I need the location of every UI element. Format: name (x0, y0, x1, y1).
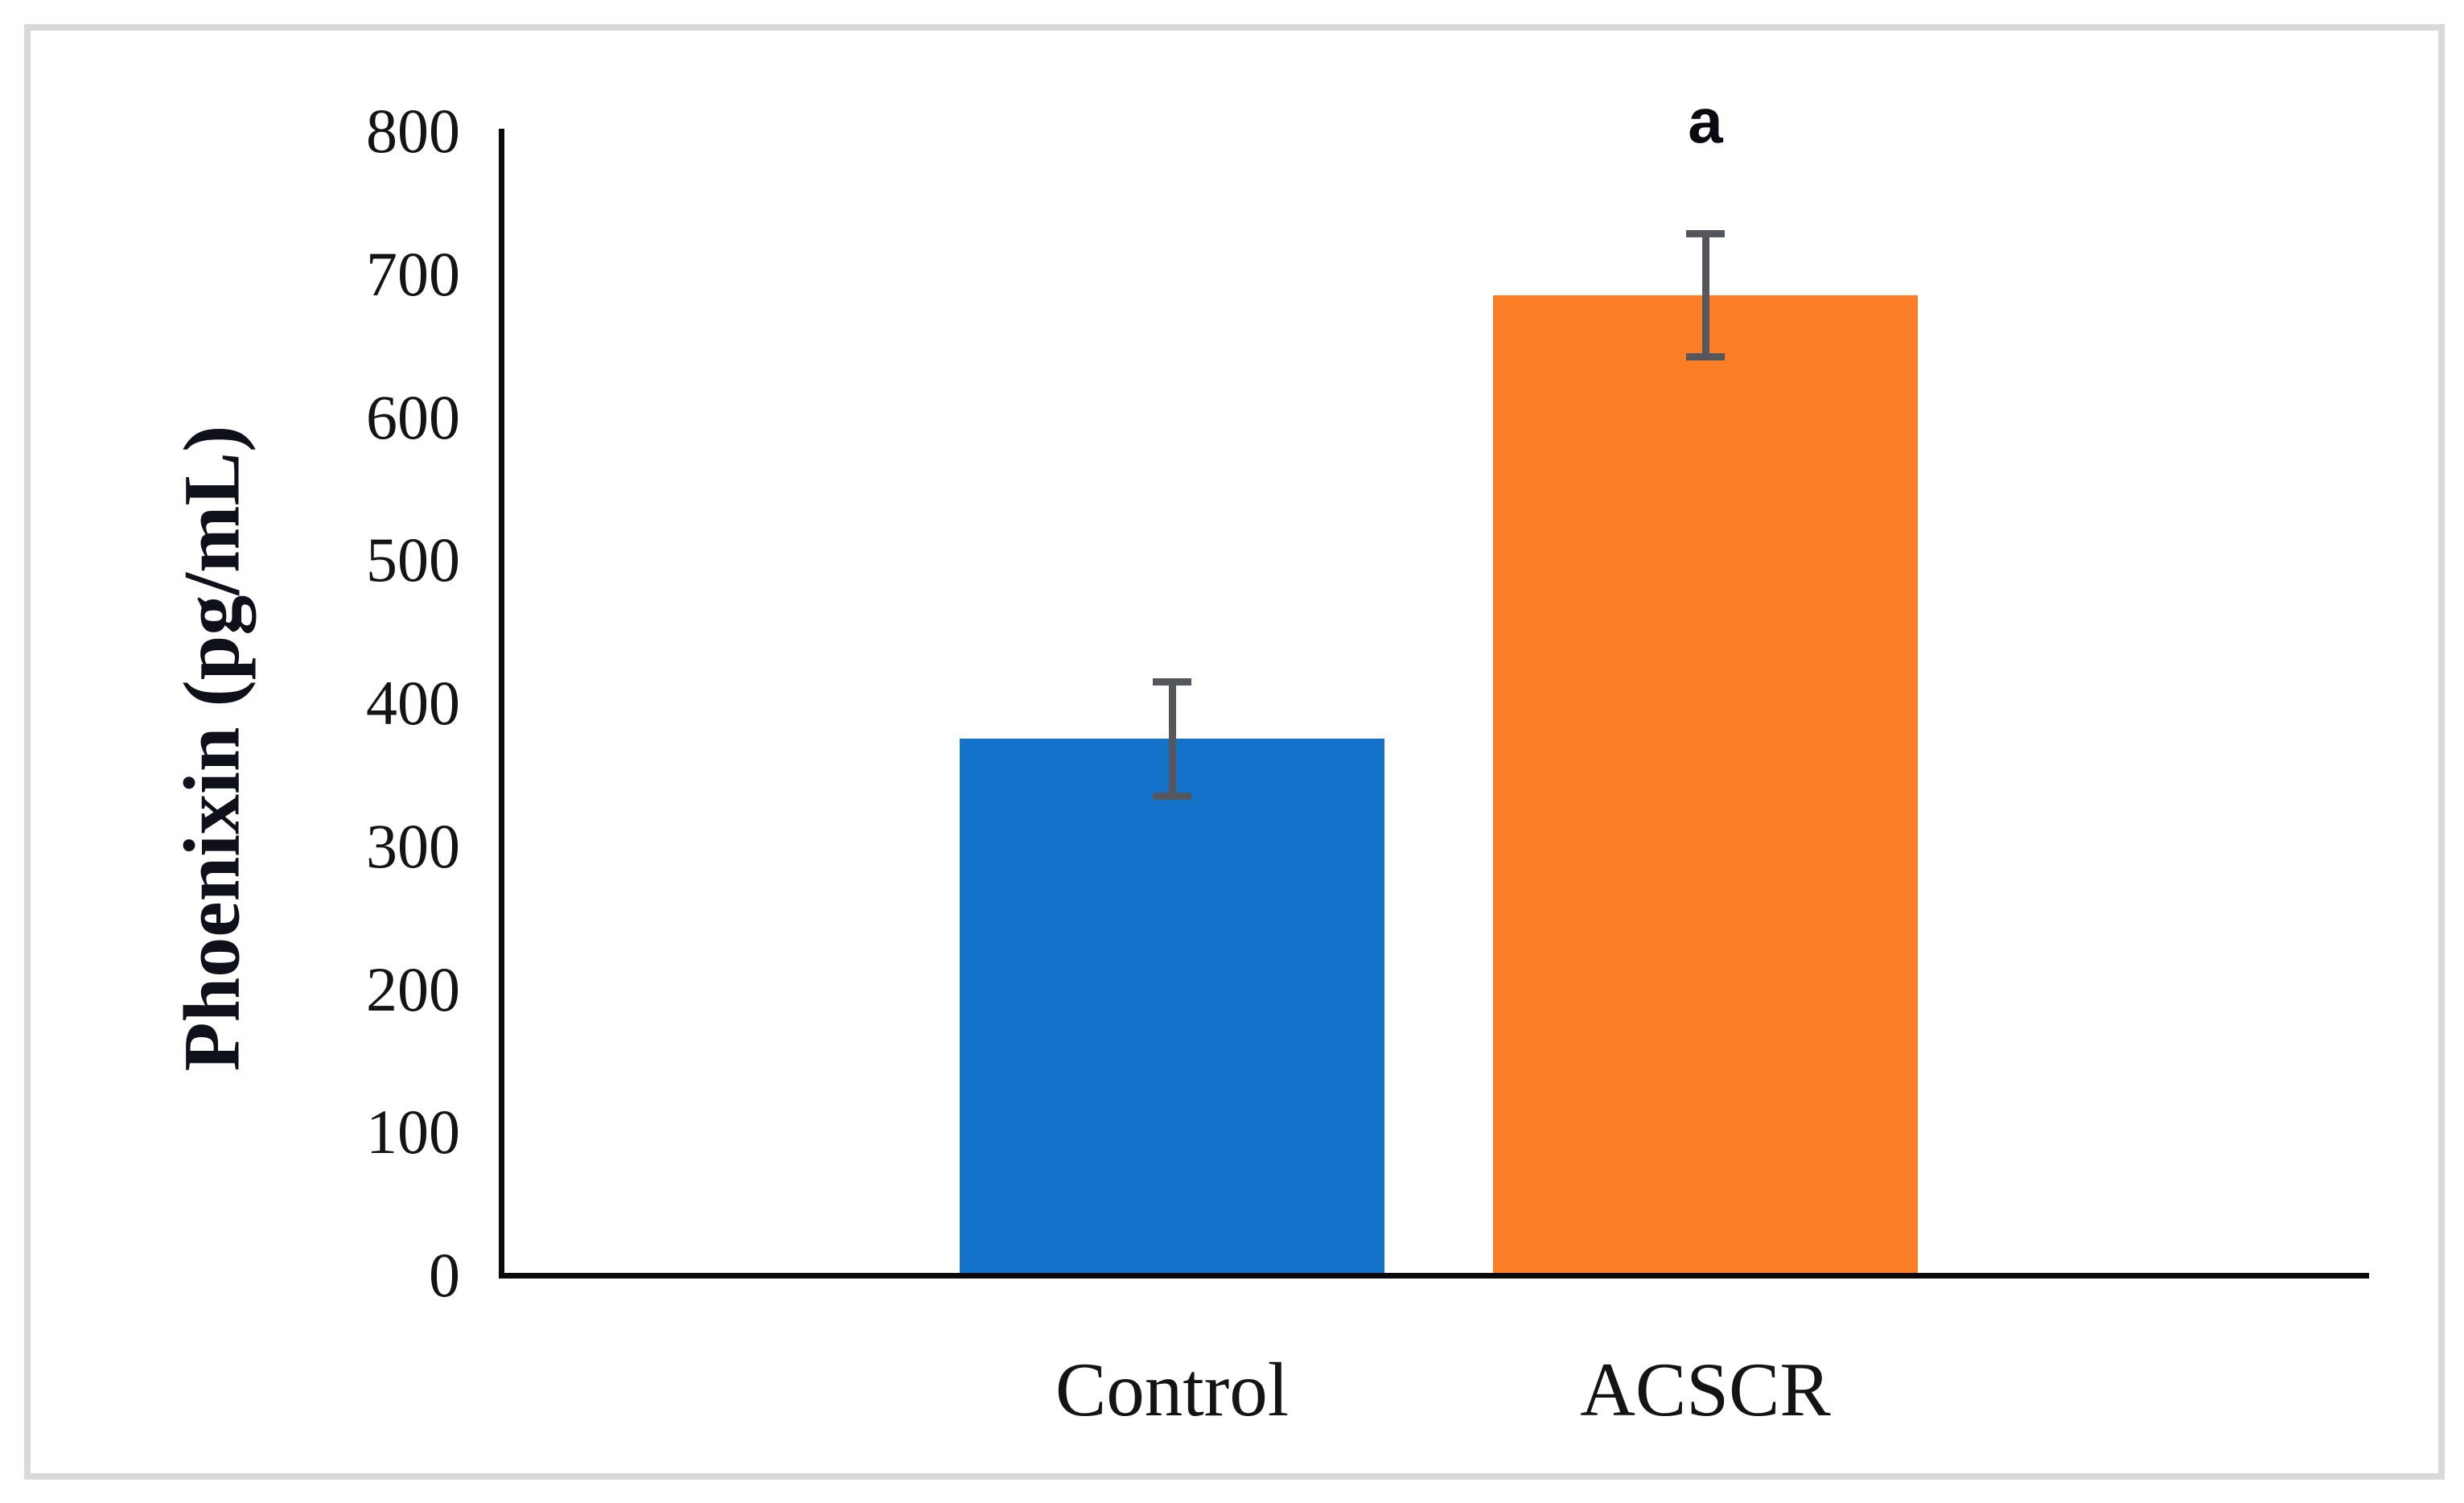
y-tick-label: 400 (366, 668, 460, 738)
error-bar-line (1701, 233, 1709, 357)
y-tick-label: 200 (366, 953, 460, 1024)
error-bar-cap (1153, 677, 1191, 686)
x-category-label-acscr: ACSCR (1580, 1347, 1831, 1432)
error-bar-line (1168, 681, 1176, 797)
significance-label: a (1688, 85, 1723, 156)
y-tick-label: 600 (366, 381, 460, 452)
error-bar-cap (1686, 353, 1725, 361)
y-tick-label: 0 (429, 1240, 460, 1310)
y-tick-label: 500 (366, 525, 460, 595)
x-axis-line (499, 1273, 2369, 1279)
y-tick-label: 100 (366, 1097, 460, 1167)
x-category-label-control: Control (1055, 1347, 1290, 1432)
figure-border (24, 24, 2445, 1480)
y-tick-label: 700 (366, 238, 460, 309)
bar-acscr (1493, 295, 1918, 1275)
y-tick-label: 800 (366, 96, 460, 166)
error-bar-cap (1153, 793, 1191, 801)
bar-control (960, 739, 1384, 1275)
error-bar-cap (1686, 230, 1725, 238)
y-tick-label: 300 (366, 810, 460, 881)
y-axis-line (499, 129, 504, 1279)
